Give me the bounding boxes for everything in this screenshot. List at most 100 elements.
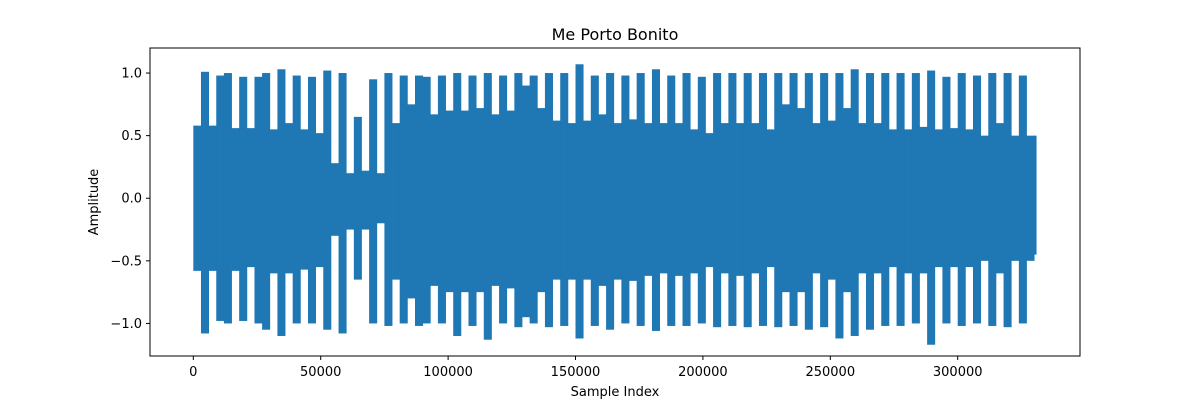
waveform-segment (231, 128, 240, 271)
waveform-segment (216, 75, 225, 321)
waveform-segment (873, 123, 882, 274)
chart-title: Me Porto Bonito (552, 25, 679, 44)
waveform-segment (506, 110, 515, 289)
x-tick-label: 50000 (300, 365, 341, 380)
waveform-segment (567, 123, 576, 280)
waveform-segment (797, 108, 806, 293)
waveform-segment (254, 76, 263, 324)
waveform-segment (200, 71, 209, 334)
waveform-segment (369, 79, 378, 324)
waveform-segment (957, 73, 966, 326)
waveform-segment (346, 173, 355, 230)
waveform-segment (1011, 135, 1020, 261)
waveform-segment (499, 75, 508, 324)
waveform-segment (399, 75, 408, 324)
waveform-segment (980, 135, 989, 261)
waveform-segment (972, 75, 982, 324)
waveform-segment (269, 129, 278, 274)
waveform-segment (483, 73, 492, 340)
waveform-segment (407, 104, 416, 299)
y-tick-label: 0.5 (121, 129, 142, 144)
waveform-segment (988, 73, 997, 326)
waveform-segment (896, 73, 905, 326)
waveform-segment (904, 129, 913, 274)
waveform-segment (1003, 73, 1012, 328)
waveform-segment (736, 123, 745, 276)
waveform-segment (651, 69, 660, 331)
waveform-segment (942, 76, 951, 324)
waveform-segment (820, 73, 829, 328)
waveform-segment (835, 73, 844, 339)
axes-frame (149, 47, 1081, 357)
waveform-segment (239, 76, 248, 321)
waveform-segment (705, 133, 714, 268)
waveform-segment (453, 73, 462, 336)
waveform-segment (865, 73, 875, 330)
waveform-segment (292, 75, 301, 324)
waveform-segment (323, 70, 332, 330)
waveform-segment (384, 73, 393, 326)
x-tick-label: 150000 (551, 365, 601, 380)
waveform-segment (812, 123, 821, 274)
waveform-segment (774, 73, 783, 328)
waveform-segment (414, 75, 424, 326)
waveform-segment (644, 123, 653, 276)
plot-content (193, 64, 1037, 345)
waveform-segment (758, 73, 767, 326)
y-tick-label: 1.0 (121, 67, 142, 82)
waveform-segment (246, 128, 255, 268)
waveform-segment (713, 73, 722, 328)
waveform-segment (613, 123, 622, 280)
waveform-segment (262, 73, 271, 330)
waveform-segment (751, 123, 760, 274)
waveform-segment (682, 73, 691, 326)
waveform-segment (690, 129, 699, 274)
waveform-segment (330, 163, 339, 236)
waveform-segment (621, 75, 630, 324)
waveform-segment (919, 126, 928, 274)
waveform-segment (667, 75, 676, 326)
waveform-segment (881, 73, 890, 326)
waveform-segment (307, 76, 317, 324)
waveform-segment (353, 116, 362, 280)
waveform-segment (743, 73, 752, 328)
waveform-segment (552, 120, 561, 280)
waveform-segment (720, 123, 729, 274)
waveform-segment (766, 129, 775, 268)
waveform-segment (697, 76, 706, 324)
waveform-segment (300, 129, 309, 270)
waveform-segment (843, 108, 852, 293)
waveform-segment (827, 120, 836, 280)
waveform-segment (422, 76, 431, 324)
waveform-segment (514, 73, 523, 328)
waveform-segment (468, 75, 477, 326)
x-tick-label: 200000 (678, 365, 728, 380)
waveform-segment (315, 133, 324, 268)
waveform-segment (560, 73, 569, 326)
waveform-segment (491, 114, 500, 286)
waveform-segment (674, 123, 683, 276)
y-axis-label: Amplitude (87, 169, 102, 236)
x-axis-ticks: 0 50000 100000 150000 200000 250000 300000 (189, 356, 983, 380)
x-tick-label: 300000 (933, 365, 983, 380)
x-tick-label: 100000 (423, 365, 473, 380)
waveform-segment (537, 108, 546, 293)
waveform-segment (598, 114, 607, 286)
waveform-segment (850, 69, 859, 336)
waveform-segment (529, 75, 538, 324)
waveform-segment (285, 123, 294, 274)
waveform-segment (804, 73, 813, 330)
waveform-segment (430, 114, 439, 286)
waveform-segment (1026, 135, 1035, 261)
y-tick-label: −1.0 (110, 317, 142, 332)
waveform-segment (934, 129, 943, 268)
waveform-segment (338, 73, 347, 334)
y-tick-label: −0.5 (110, 254, 142, 269)
waveform-segment (445, 110, 454, 293)
waveform-segment (208, 125, 217, 271)
waveform-segment (789, 73, 798, 326)
waveform-segment (950, 128, 959, 268)
y-tick-label: 0.0 (121, 192, 142, 207)
waveform-segment (361, 170, 370, 230)
